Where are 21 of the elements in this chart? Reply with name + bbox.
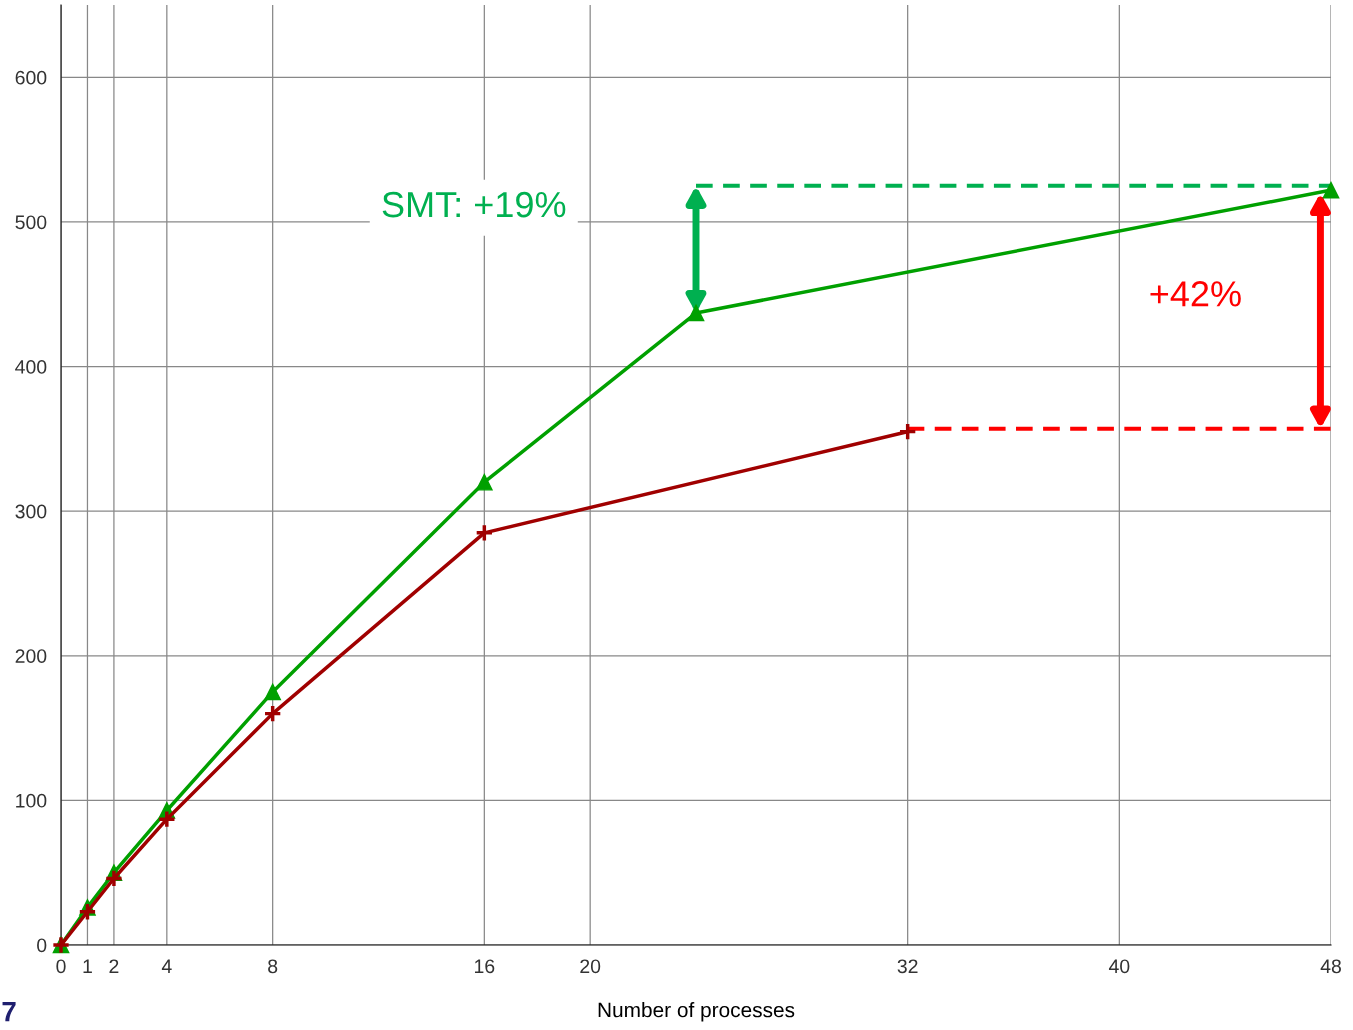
x-tick-label: 4 (161, 959, 172, 973)
y-tick-label: 600 (15, 70, 47, 85)
x-tick-label: 0 (56, 959, 66, 974)
y-tick-label: 400 (15, 360, 47, 374)
x-tick-label: 2 (109, 959, 119, 973)
y-tick-label: 200 (15, 649, 47, 664)
annotation: +42% (1150, 281, 1241, 307)
x-tick-label: 1 (83, 959, 92, 973)
x-tick-label: 48 (1320, 959, 1341, 974)
x-tick-label: 40 (1108, 959, 1130, 974)
y-tick-label: 500 (15, 215, 47, 230)
annotation: SMT: +19% (382, 191, 566, 218)
y-tick-label: 100 (16, 793, 47, 808)
y-tick-label: 0 (37, 938, 47, 953)
x-tick-label: 20 (580, 959, 601, 974)
x-tick-label: 16 (475, 959, 495, 974)
x-tick-label: 8 (268, 959, 278, 974)
text: 7 (2, 1002, 16, 1022)
x-axis-title: Number of processes (598, 1002, 795, 1022)
y-tick-label: 300 (15, 504, 47, 519)
x-tick-label: 32 (897, 959, 918, 974)
